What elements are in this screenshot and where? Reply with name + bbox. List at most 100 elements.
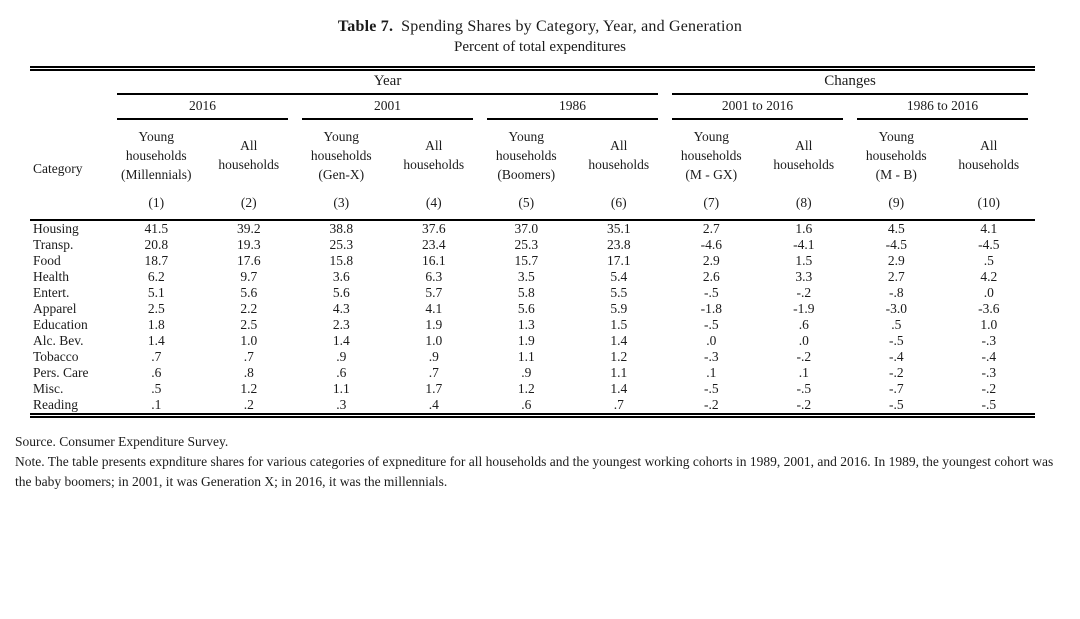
value-cell: -3.0 bbox=[885, 300, 907, 316]
group-header-year-label: Year bbox=[117, 71, 659, 95]
group-header-changes-label: Changes bbox=[672, 71, 1029, 95]
value-cell: 5.6 bbox=[240, 284, 258, 300]
table-row: Alc. Bev. 1.4 1.0 1.4 1.0 1.9 1.4 .0 .0 -.5 -.3 bbox=[30, 333, 1035, 349]
value-cell: 18.7 bbox=[144, 252, 169, 268]
table-row: Apparel 2.5 2.2 4.3 4.1 5.6 5.9 -1.8 -1.9 -3.0 -3.… bbox=[30, 301, 1035, 317]
value-cell: 1.4 bbox=[610, 380, 628, 396]
column-number-row: (1) (2) (3) (4) (5) (6) (7) (8) (9) (10) bbox=[30, 190, 1036, 221]
span-group-2001: 2001 bbox=[295, 95, 480, 120]
value-cell: .1 bbox=[798, 364, 809, 380]
value-cell: 5.1 bbox=[147, 284, 165, 300]
value-cell: -.7 bbox=[888, 380, 904, 396]
value-cell: .5 bbox=[983, 252, 994, 268]
value-cell: 16.1 bbox=[421, 252, 446, 268]
value-cell: .6 bbox=[798, 316, 809, 332]
column-number: (4) bbox=[387, 190, 480, 221]
value-cell: 1.4 bbox=[610, 332, 628, 348]
value-cell: -.3 bbox=[981, 364, 997, 380]
category-cell: Pers. Care bbox=[33, 364, 89, 380]
group-header-year: Year bbox=[110, 69, 665, 95]
value-cell: 1.5 bbox=[795, 252, 813, 268]
value-cell: 25.3 bbox=[329, 236, 354, 252]
document-page: Table 7. Spending Shares by Category, Yea… bbox=[0, 18, 1080, 492]
value-cell: 2.3 bbox=[332, 316, 350, 332]
value-cell: 5.7 bbox=[425, 284, 443, 300]
category-cell: Health bbox=[33, 268, 69, 284]
value-cell: .0 bbox=[983, 284, 994, 300]
top-group-row: Year Changes bbox=[30, 69, 1035, 95]
value-cell: .7 bbox=[243, 348, 254, 364]
value-cell: 1.9 bbox=[425, 316, 443, 332]
value-cell: .7 bbox=[613, 396, 624, 412]
value-cell: 4.1 bbox=[425, 300, 443, 316]
value-cell: 5.5 bbox=[610, 284, 628, 300]
span-group-1986-to-2016-label: 1986 to 2016 bbox=[857, 95, 1029, 120]
value-cell: .8 bbox=[243, 364, 254, 380]
value-cell: 5.8 bbox=[517, 284, 535, 300]
value-cell: 3.3 bbox=[795, 268, 813, 284]
table-title: Table 7. Spending Shares by Category, Yea… bbox=[0, 18, 1080, 36]
value-cell: 37.0 bbox=[514, 220, 539, 236]
column-number: (9) bbox=[850, 190, 943, 221]
value-cell: -.2 bbox=[981, 380, 997, 396]
column-header: All households bbox=[958, 138, 1020, 173]
column-header: Young households (M - GX) bbox=[680, 129, 742, 182]
value-cell: -4.5 bbox=[885, 236, 907, 252]
value-cell: .0 bbox=[798, 332, 809, 348]
value-cell: -.2 bbox=[796, 348, 812, 364]
column-number: (3) bbox=[295, 190, 388, 221]
value-cell: 5.9 bbox=[610, 300, 628, 316]
column-header: Young households (M - B) bbox=[865, 129, 927, 182]
value-cell: 6.3 bbox=[425, 268, 443, 284]
value-cell: -.4 bbox=[888, 348, 904, 364]
value-cell: -.5 bbox=[703, 284, 719, 300]
column-number: (6) bbox=[572, 190, 666, 221]
value-cell: 1.2 bbox=[610, 348, 628, 364]
value-cell: -.2 bbox=[703, 396, 719, 412]
value-cell: .7 bbox=[151, 348, 162, 364]
value-cell: 17.1 bbox=[606, 252, 631, 268]
column-number: (8) bbox=[757, 190, 851, 221]
value-cell: -.4 bbox=[981, 348, 997, 364]
value-cell: 1.1 bbox=[332, 380, 350, 396]
blank-cell bbox=[30, 95, 110, 120]
column-number: (10) bbox=[942, 190, 1036, 221]
value-cell: 4.3 bbox=[332, 300, 350, 316]
value-cell: 1.1 bbox=[610, 364, 628, 380]
table-row: Misc. .5 1.2 1.1 1.7 1.2 1.4 -.5 -.5 -.7 -.2 bbox=[30, 381, 1035, 397]
value-cell: .5 bbox=[151, 380, 162, 396]
category-cell: Entert. bbox=[33, 284, 70, 300]
span-group-1986-to-2016: 1986 to 2016 bbox=[850, 95, 1035, 120]
value-cell: 2.9 bbox=[702, 252, 720, 268]
table-row: Tobacco .7 .7 .9 .9 1.1 1.2 -.3 -.2 -.4 -.4 bbox=[30, 349, 1035, 365]
span-group-2001-to-2016-label: 2001 to 2016 bbox=[672, 95, 844, 120]
column-header: Young households (Millennials) bbox=[121, 129, 192, 182]
value-cell: .1 bbox=[706, 364, 717, 380]
value-cell: 1.4 bbox=[147, 332, 165, 348]
value-cell: 5.6 bbox=[332, 284, 350, 300]
value-cell: 39.2 bbox=[236, 220, 261, 236]
value-cell: 2.2 bbox=[240, 300, 258, 316]
spending-table: Year Changes 2016 2001 1986 2001 to 2 bbox=[30, 66, 1036, 418]
value-cell: 1.0 bbox=[980, 316, 998, 332]
value-cell: -.5 bbox=[981, 396, 997, 412]
value-cell: -.3 bbox=[703, 348, 719, 364]
category-cell: Alc. Bev. bbox=[33, 332, 84, 348]
table-row: Education 1.8 2.5 2.3 1.9 1.3 1.5 -.5 .6 .5 1.0 bbox=[30, 317, 1035, 333]
value-cell: -.5 bbox=[796, 380, 812, 396]
value-cell: -.2 bbox=[796, 396, 812, 412]
column-number: (5) bbox=[480, 190, 573, 221]
value-cell: 1.1 bbox=[517, 348, 535, 364]
value-cell: 35.1 bbox=[606, 220, 631, 236]
value-cell: 1.0 bbox=[240, 332, 258, 348]
value-cell: .9 bbox=[428, 348, 439, 364]
value-cell: 19.3 bbox=[236, 236, 261, 252]
value-cell: 4.5 bbox=[887, 220, 905, 236]
value-cell: .4 bbox=[428, 396, 439, 412]
table-footer: Source. Consumer Expenditure Survey. Not… bbox=[15, 432, 1065, 492]
column-header: All households bbox=[588, 138, 650, 173]
category-cell: Apparel bbox=[33, 300, 77, 316]
value-cell: 4.1 bbox=[980, 220, 998, 236]
value-cell: 5.6 bbox=[517, 300, 535, 316]
value-cell: .7 bbox=[428, 364, 439, 380]
